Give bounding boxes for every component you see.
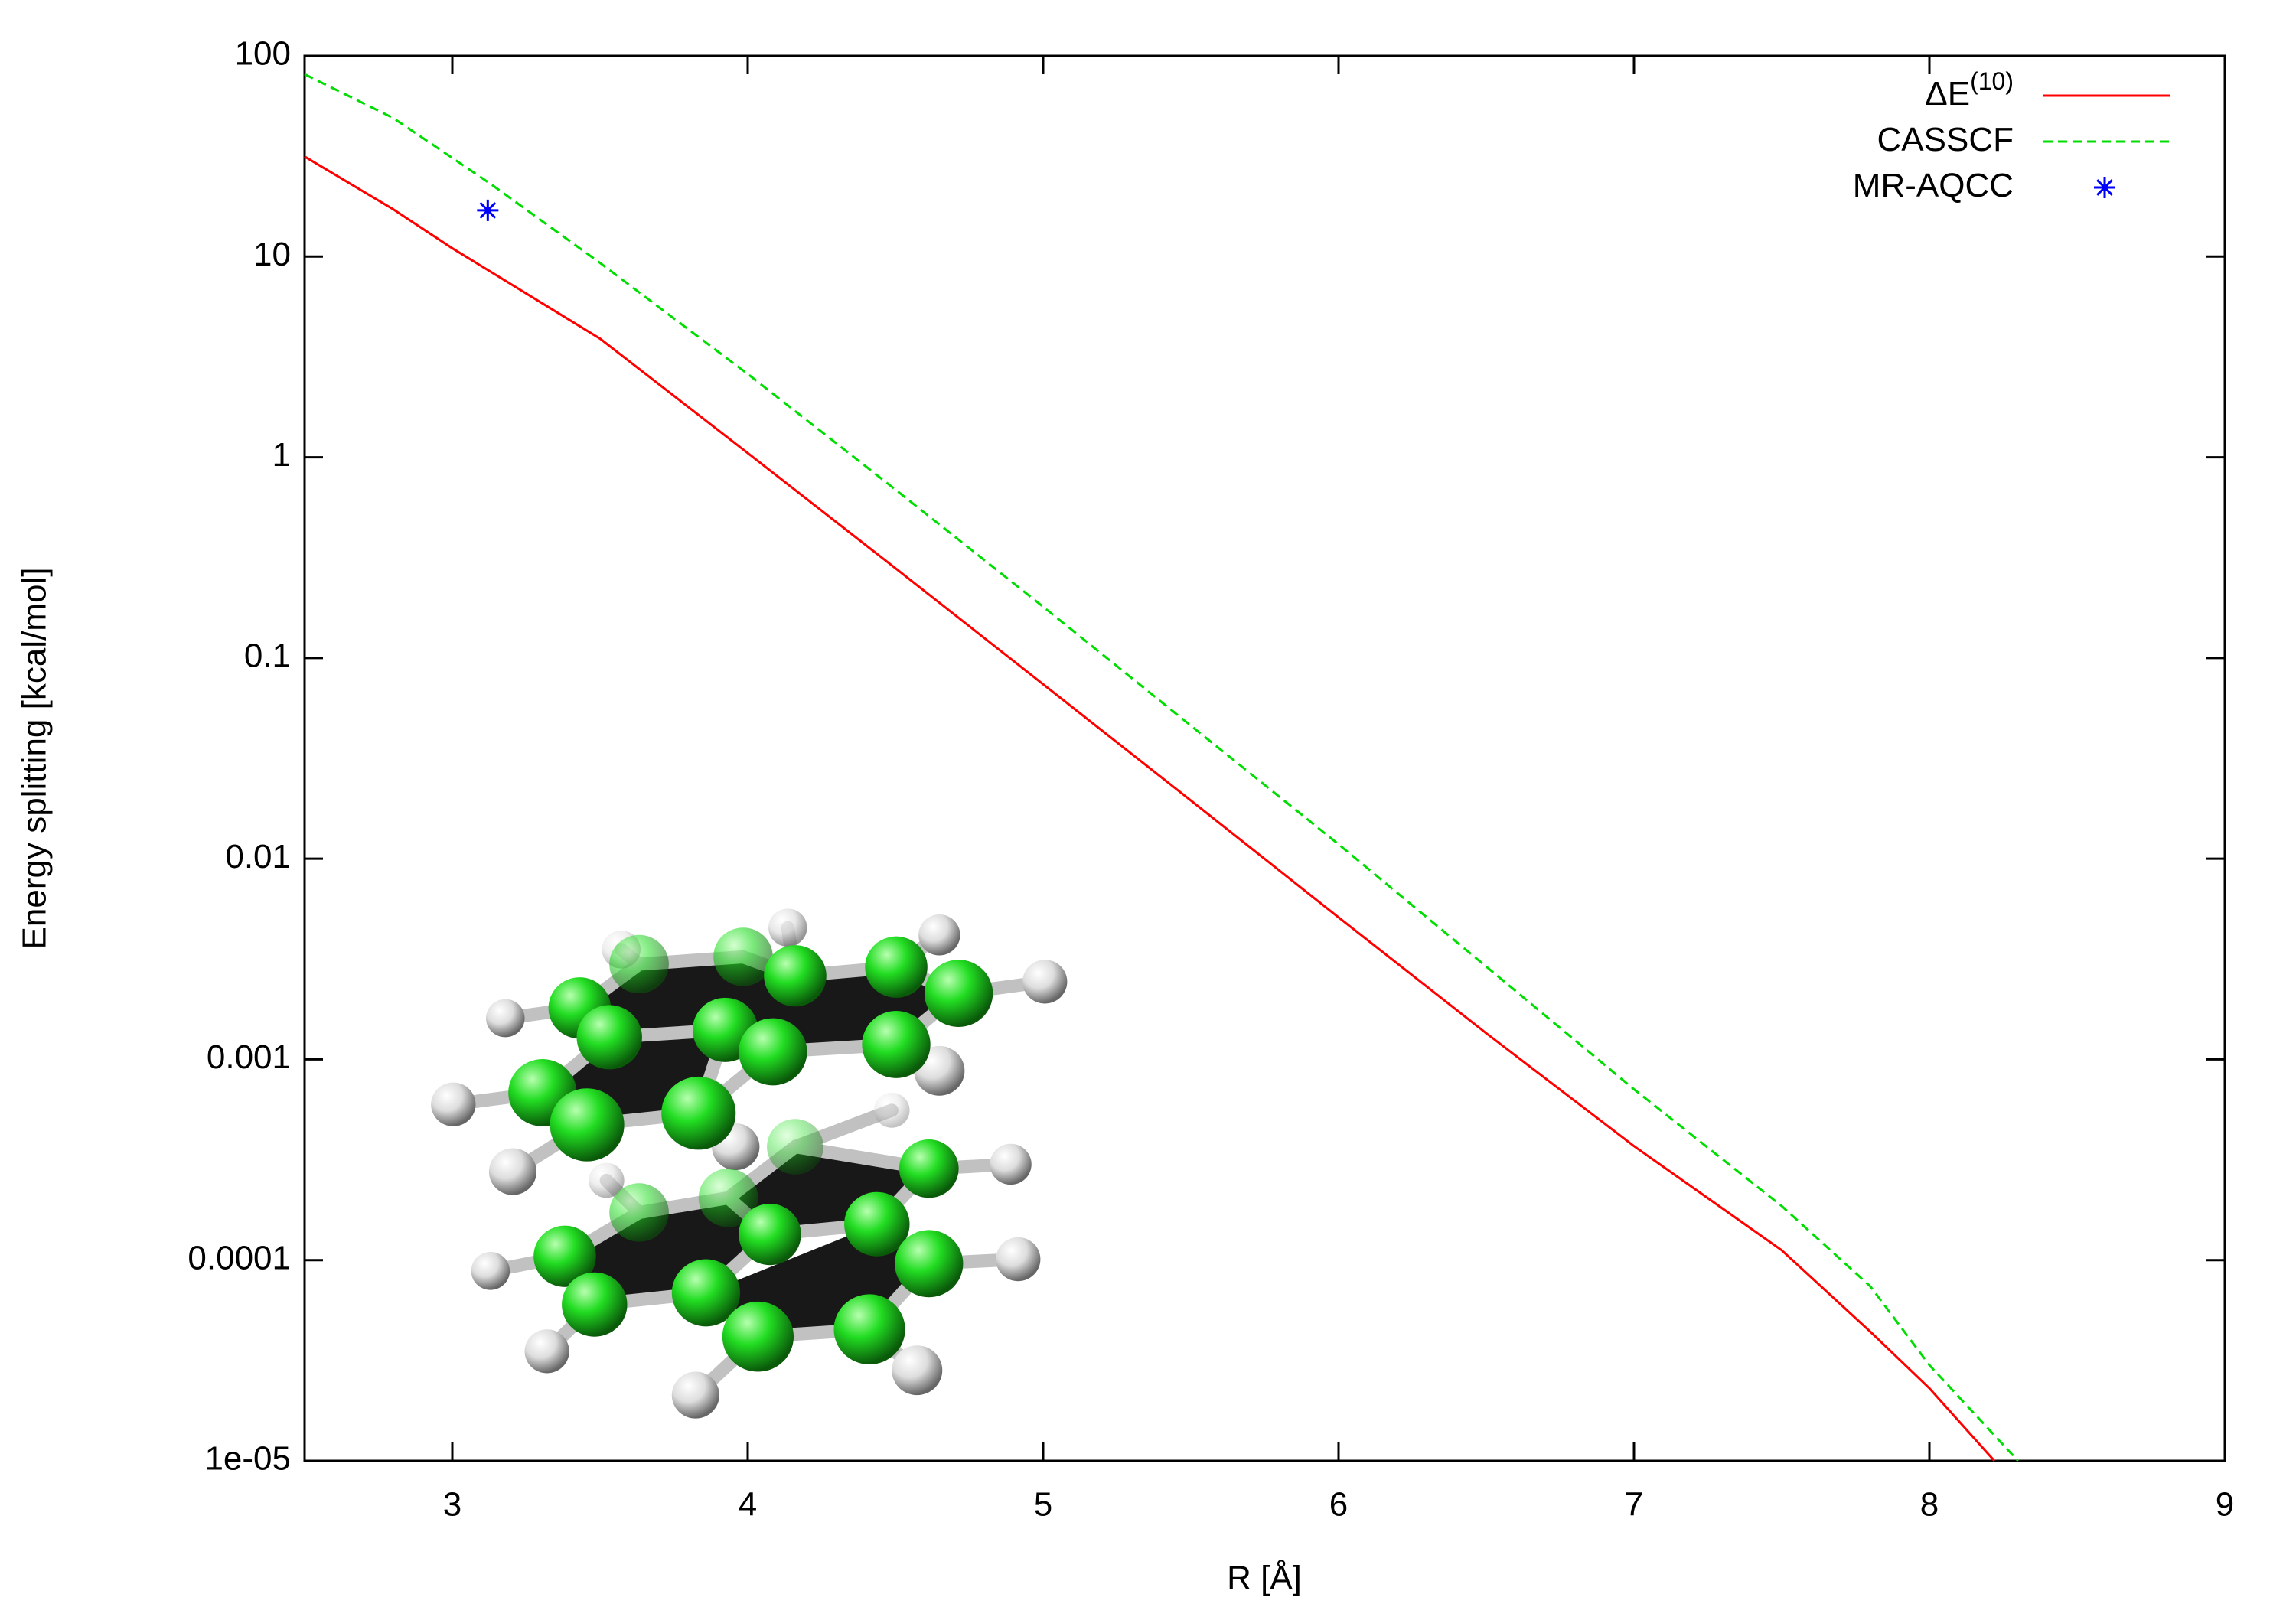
x-tick-label: 8 [1920, 1486, 1939, 1524]
y-tick-label: 0.1 [244, 637, 291, 674]
x-tick-label: 4 [739, 1486, 757, 1524]
legend-label: ΔE(10) [1925, 67, 2014, 112]
legend-label-sup: (10) [1970, 67, 2014, 95]
data-point [477, 199, 499, 221]
legend-label-text: CASSCF [1877, 121, 2014, 158]
data-line [304, 73, 2019, 1462]
y-tick-label: 1e-05 [204, 1440, 291, 1478]
x-tick-label: 5 [1034, 1486, 1052, 1524]
x-tick-label: 3 [443, 1486, 461, 1524]
y-axis-label: Energy splitting [kcal/mol] [16, 568, 54, 950]
x-axis-label: R [Å] [1227, 1560, 1302, 1597]
y-tick-label: 0.001 [207, 1038, 291, 1076]
y-tick-label: 0.0001 [188, 1239, 291, 1276]
legend-label: MR-AQCC [1853, 167, 2014, 204]
x-tick-label: 9 [2216, 1486, 2234, 1524]
legend-label-text: ΔE [1925, 75, 1970, 112]
y-tick-label: 0.01 [225, 838, 291, 875]
y-tick-label: 1 [272, 436, 291, 474]
x-tick-label: 6 [1329, 1486, 1348, 1524]
legend-label: CASSCF [1877, 121, 2014, 158]
y-tick-label: 10 [253, 236, 291, 273]
plot-frame [303, 54, 2226, 1462]
data-line [304, 155, 1996, 1462]
y-tick-label: 100 [235, 35, 291, 73]
x-tick-label: 7 [1625, 1486, 1643, 1524]
molecule-illustration [431, 908, 1068, 1419]
legend-marker [2094, 177, 2115, 198]
legend-label-text: MR-AQCC [1853, 167, 2014, 204]
